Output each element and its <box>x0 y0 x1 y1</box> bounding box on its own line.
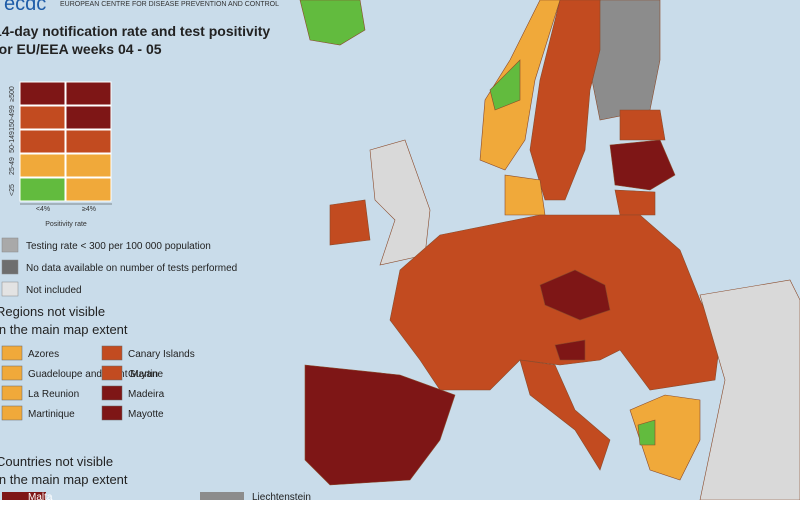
matrix-cell <box>65 177 112 202</box>
estonia <box>619 109 666 141</box>
matrix-row-label: 50-149 <box>9 131 16 153</box>
regions-heading-2: in the main map extent <box>0 322 128 337</box>
iberia <box>304 364 456 486</box>
region-label: Guadeloupe and Saint Martin <box>28 369 158 380</box>
legend-keys: Testing rate < 300 per 100 000 populatio… <box>1 237 237 297</box>
region-label: Martinique <box>28 409 75 420</box>
matrix-row-label: 150-499 <box>9 105 16 131</box>
region-swatch <box>101 365 123 381</box>
greece-green <box>637 419 656 446</box>
matrix-col-label: ≥4% <box>82 206 96 213</box>
czechia <box>539 269 611 321</box>
region-swatch <box>101 385 123 401</box>
denmark <box>504 174 546 216</box>
map <box>299 0 800 501</box>
matrix-cell <box>65 153 112 178</box>
region-label: Guyane <box>128 369 163 380</box>
matrix-cell <box>19 153 66 178</box>
region-label: Madeira <box>128 389 165 400</box>
region-swatch <box>1 405 23 421</box>
matrix-cell <box>65 105 112 130</box>
matrix-cell <box>65 129 112 154</box>
norway-green <box>489 59 521 111</box>
title-line1: 14-day notification rate and test positi… <box>0 23 270 39</box>
ireland <box>329 199 371 246</box>
legend: ecdc EUROPEAN CENTRE FOR DISEASE PREVENT… <box>0 0 311 505</box>
matrix-x-label: Positivity rate <box>45 221 87 228</box>
logo-org: EUROPEAN CENTRE FOR DISEASE PREVENTION A… <box>60 1 279 8</box>
legend-label: Not included <box>26 285 82 296</box>
iceland <box>299 0 366 46</box>
finland <box>589 0 661 121</box>
matrix-cell <box>19 81 66 106</box>
region-label: Canary Islands <box>128 349 195 360</box>
region-swatch <box>1 365 23 381</box>
countries-heading-2: in the main map extent <box>0 472 128 487</box>
title-line2: for EU/EEA weeks 04 - 05 <box>0 41 162 57</box>
legend-label: Testing rate < 300 per 100 000 populatio… <box>26 241 211 252</box>
country-label: Malta <box>28 492 53 500</box>
uk <box>369 139 431 266</box>
regions-list: Azores Guadeloupe and Saint Martin La Reun… <box>1 345 195 421</box>
matrix-row-label: <25 <box>9 184 16 196</box>
matrix-cell <box>65 81 112 106</box>
country-label: Liechtenstein <box>252 492 311 500</box>
italy <box>519 359 611 471</box>
latvia <box>609 139 676 191</box>
legend-label: No data available on number of tests per… <box>26 263 237 274</box>
non-eu <box>699 279 800 501</box>
slovenia <box>554 339 586 361</box>
sweden <box>529 0 601 201</box>
matrix-cell <box>19 129 66 154</box>
legend-swatch <box>1 281 19 297</box>
region-swatch <box>1 385 23 401</box>
lithuania <box>614 189 656 216</box>
region-swatch <box>1 345 23 361</box>
region-swatch <box>101 405 123 421</box>
region-label: Mayotte <box>128 409 164 420</box>
country-swatch <box>200 492 244 505</box>
region-swatch <box>101 345 123 361</box>
regions-heading-1: Regions not visible <box>0 304 105 319</box>
region-label: La Reunion <box>28 389 79 400</box>
matrix-cell <box>19 177 66 202</box>
legend-swatch <box>1 259 19 275</box>
logo-mark: ecdc <box>4 0 46 15</box>
legend-swatch <box>1 237 19 253</box>
countries-heading-1: Countries not visible <box>0 454 113 469</box>
matrix-col-label: <4% <box>36 206 50 213</box>
matrix-row-label: ≥500 <box>9 86 16 102</box>
matrix-row-label: 25-49 <box>9 157 16 175</box>
matrix-cell <box>19 105 66 130</box>
region-label: Azores <box>28 349 59 360</box>
